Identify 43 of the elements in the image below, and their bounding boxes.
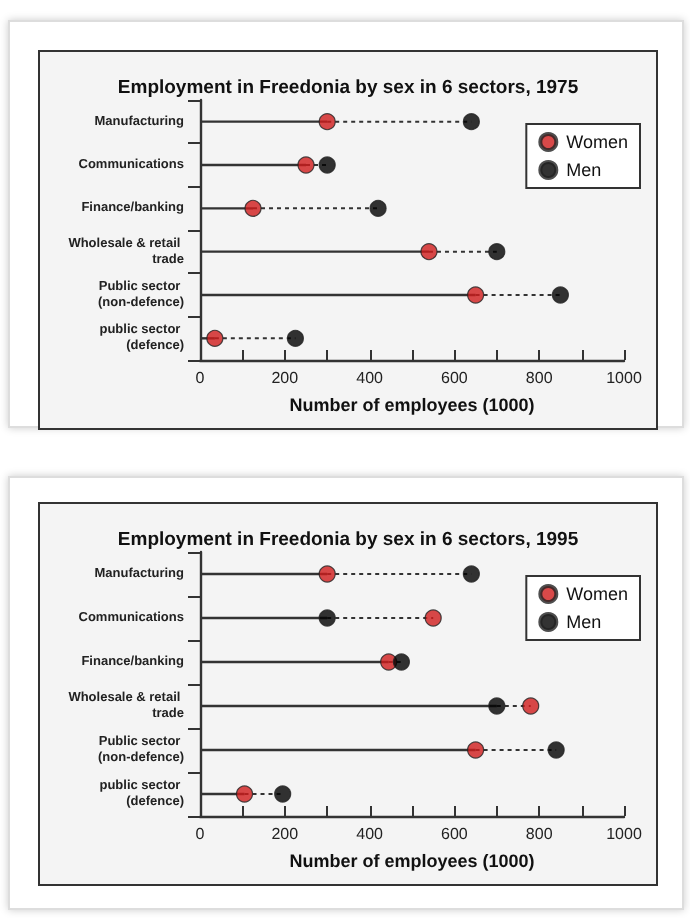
point xyxy=(318,156,336,174)
legend-label: Women xyxy=(566,584,629,604)
x-tick-label: 800 xyxy=(525,825,554,843)
legend-label: Women xyxy=(566,132,629,152)
legend-label: Men xyxy=(566,612,602,632)
x-axis-title: Number of employees (1000) xyxy=(289,394,535,415)
point xyxy=(297,156,315,174)
point xyxy=(244,199,262,217)
point xyxy=(206,329,224,347)
point xyxy=(424,609,442,627)
point xyxy=(462,113,480,131)
x-tick-label: 600 xyxy=(441,369,469,387)
point xyxy=(235,785,254,803)
x-tick-label: 800 xyxy=(525,369,554,387)
point xyxy=(488,243,506,261)
point xyxy=(488,697,506,715)
point xyxy=(522,697,540,715)
x-tick-label: 1000 xyxy=(606,369,643,387)
x-tick-label: 400 xyxy=(356,369,385,387)
point xyxy=(318,565,336,583)
point xyxy=(467,286,485,304)
chart-title: Employment in Freedonia by sex in 6 sectors, 1975 xyxy=(117,77,580,99)
x-tick-label: 200 xyxy=(271,825,300,843)
point xyxy=(369,199,387,217)
point xyxy=(467,741,485,759)
point xyxy=(462,565,480,583)
point xyxy=(318,609,336,627)
x-tick-label: 0 xyxy=(195,369,206,387)
point xyxy=(286,329,304,347)
point xyxy=(551,286,569,304)
x-axis-title: Number of employees (1000) xyxy=(289,850,535,871)
x-tick-label: 0 xyxy=(195,825,206,843)
point xyxy=(547,741,565,759)
point xyxy=(392,653,410,671)
chart-title: Employment in Freedonia by sex in 6 sectors, 1995 xyxy=(117,529,580,551)
legend-label: Men xyxy=(566,160,602,180)
point xyxy=(274,785,292,803)
x-tick-label: 200 xyxy=(271,369,300,387)
x-tick-label: 400 xyxy=(356,825,385,843)
point xyxy=(420,243,438,261)
x-tick-label: 600 xyxy=(441,825,469,843)
x-tick-label: 1000 xyxy=(606,825,643,843)
point xyxy=(318,113,336,131)
